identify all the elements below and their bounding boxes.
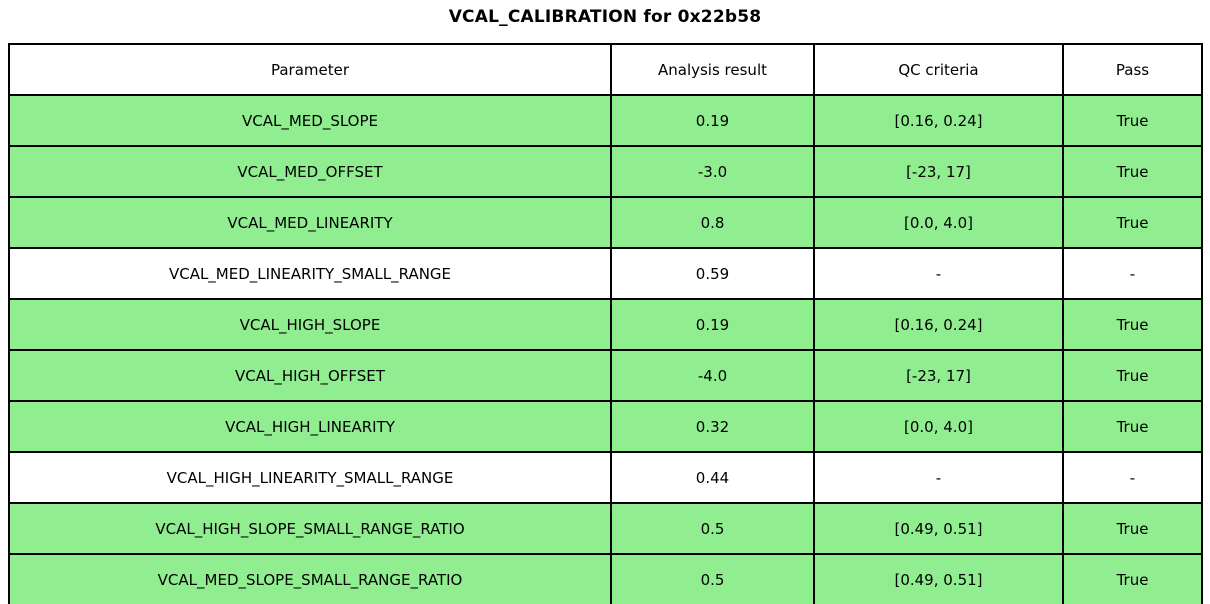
qc-criteria-cell: [0.16, 0.24]	[813, 94, 1064, 147]
parameter-cell: VCAL_MED_LINEARITY_SMALL_RANGE	[8, 247, 612, 300]
qc-results-table: Parameter Analysis result QC criteria Pa…	[8, 43, 1203, 604]
column-header-parameter: Parameter	[8, 43, 612, 96]
qc-criteria-cell: [-23, 17]	[813, 145, 1064, 198]
analysis-result-cell: -3.0	[610, 145, 815, 198]
pass-cell: True	[1062, 196, 1203, 249]
qc-criteria-cell: [0.0, 4.0]	[813, 196, 1064, 249]
column-header-pass: Pass	[1062, 43, 1203, 96]
qc-criteria-cell: -	[813, 451, 1064, 504]
parameter-cell: VCAL_MED_SLOPE	[8, 94, 612, 147]
parameter-cell: VCAL_HIGH_LINEARITY_SMALL_RANGE	[8, 451, 612, 504]
parameter-cell: VCAL_MED_SLOPE_SMALL_RANGE_RATIO	[8, 553, 612, 604]
pass-cell: True	[1062, 400, 1203, 453]
analysis-result-cell: 0.19	[610, 298, 815, 351]
parameter-cell: VCAL_HIGH_OFFSET	[8, 349, 612, 402]
analysis-result-cell: 0.44	[610, 451, 815, 504]
analysis-result-cell: 0.5	[610, 553, 815, 604]
analysis-result-cell: 0.5	[610, 502, 815, 555]
pass-cell: True	[1062, 553, 1203, 604]
analysis-result-cell: 0.19	[610, 94, 815, 147]
column-header-qc-criteria: QC criteria	[813, 43, 1064, 96]
table-header-row: Parameter Analysis result QC criteria Pa…	[8, 43, 1203, 96]
table-row: VCAL_HIGH_SLOPE_SMALL_RANGE_RATIO 0.5 [0.4…	[8, 502, 1203, 555]
analysis-result-cell: -4.0	[610, 349, 815, 402]
analysis-result-cell: 0.32	[610, 400, 815, 453]
table-row: VCAL_MED_OFFSET -3.0 [-23, 17] True	[8, 145, 1203, 198]
table-row: VCAL_MED_LINEARITY 0.8 [0.0, 4.0] True	[8, 196, 1203, 249]
pass-cell: True	[1062, 298, 1203, 351]
table-body: VCAL_MED_SLOPE 0.19 [0.16, 0.24] True VCAL_M…	[8, 94, 1203, 604]
table-row: VCAL_HIGH_LINEARITY_SMALL_RANGE 0.44- -	[8, 451, 1203, 504]
table-row: VCAL_MED_SLOPE_SMALL_RANGE_RATIO 0.5 [0.49…	[8, 553, 1203, 604]
pass-cell: True	[1062, 145, 1203, 198]
pass-cell: True	[1062, 94, 1203, 147]
analysis-result-cell: 0.59	[610, 247, 815, 300]
qc-criteria-cell: [0.49, 0.51]	[813, 502, 1064, 555]
page-title: VCAL_CALIBRATION for 0x22b58	[448, 7, 762, 27]
table-row: VCAL_HIGH_SLOPE 0.19 [0.16, 0.24] True	[8, 298, 1203, 351]
qc-criteria-cell: [0.16, 0.24]	[813, 298, 1064, 351]
table-row: VCAL_HIGH_LINEARITY 0.32 [0.0, 4.0] True	[8, 400, 1203, 453]
table-row: VCAL_HIGH_OFFSET -4.0 [-23, 17] True	[8, 349, 1203, 402]
column-header-analysis-result: Analysis result	[610, 43, 815, 96]
parameter-cell: VCAL_HIGH_LINEARITY	[8, 400, 612, 453]
analysis-result-cell: 0.8	[610, 196, 815, 249]
table-row: VCAL_MED_SLOPE 0.19 [0.16, 0.24] True	[8, 94, 1203, 147]
qc-criteria-cell: [0.0, 4.0]	[813, 400, 1064, 453]
qc-criteria-cell: -	[813, 247, 1064, 300]
pass-cell: True	[1062, 502, 1203, 555]
pass-cell: -	[1062, 451, 1203, 504]
parameter-cell: VCAL_HIGH_SLOPE	[8, 298, 612, 351]
parameter-cell: VCAL_HIGH_SLOPE_SMALL_RANGE_RATIO	[8, 502, 612, 555]
pass-cell: -	[1062, 247, 1203, 300]
table-row: VCAL_MED_LINEARITY_SMALL_RANGE 0.59- -	[8, 247, 1203, 300]
parameter-cell: VCAL_MED_OFFSET	[8, 145, 612, 198]
parameter-cell: VCAL_MED_LINEARITY	[8, 196, 612, 249]
qc-criteria-cell: [-23, 17]	[813, 349, 1064, 402]
qc-criteria-cell: [0.49, 0.51]	[813, 553, 1064, 604]
pass-cell: True	[1062, 349, 1203, 402]
